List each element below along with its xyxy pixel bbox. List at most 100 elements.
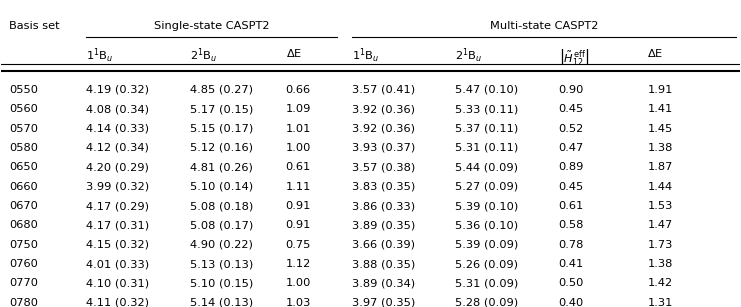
Text: 0.61: 0.61 [559,201,584,211]
Text: 4.12 (0.34): 4.12 (0.34) [86,143,149,153]
Text: 0.40: 0.40 [559,298,584,307]
Text: 0.45: 0.45 [559,104,584,114]
Text: 5.12 (0.16): 5.12 (0.16) [190,143,253,153]
Text: 0.41: 0.41 [559,259,584,269]
Text: 5.39 (0.09): 5.39 (0.09) [456,240,519,250]
Text: 0780: 0780 [9,298,38,307]
Text: 1.01: 1.01 [285,123,311,134]
Text: 5.10 (0.14): 5.10 (0.14) [190,182,253,192]
Text: 5.15 (0.17): 5.15 (0.17) [190,123,253,134]
Text: 4.10 (0.31): 4.10 (0.31) [86,278,150,289]
Text: 1.00: 1.00 [285,278,311,289]
Text: 1.38: 1.38 [648,143,673,153]
Text: 0.47: 0.47 [559,143,584,153]
Text: 4.85 (0.27): 4.85 (0.27) [190,85,253,95]
Text: 4.15 (0.32): 4.15 (0.32) [86,240,149,250]
Text: 5.14 (0.13): 5.14 (0.13) [190,298,253,307]
Text: 0560: 0560 [9,104,38,114]
Text: 3.83 (0.35): 3.83 (0.35) [352,182,415,192]
Text: 0.91: 0.91 [285,220,311,230]
Text: 0.66: 0.66 [285,85,310,95]
Text: 4.17 (0.29): 4.17 (0.29) [86,201,149,211]
Text: 0670: 0670 [9,201,38,211]
Text: 0.91: 0.91 [285,201,311,211]
Text: 5.47 (0.10): 5.47 (0.10) [456,85,519,95]
Text: 4.20 (0.29): 4.20 (0.29) [86,162,149,172]
Text: 0570: 0570 [9,123,38,134]
Text: 4.01 (0.33): 4.01 (0.33) [86,259,150,269]
Text: 5.10 (0.15): 5.10 (0.15) [190,278,253,289]
Text: 5.26 (0.09): 5.26 (0.09) [456,259,519,269]
Text: 1.53: 1.53 [648,201,673,211]
Text: 4.08 (0.34): 4.08 (0.34) [86,104,149,114]
Text: 5.08 (0.18): 5.08 (0.18) [190,201,253,211]
Text: 3.97 (0.35): 3.97 (0.35) [352,298,415,307]
Text: 5.28 (0.09): 5.28 (0.09) [456,298,519,307]
Text: 1.09: 1.09 [285,104,311,114]
Text: 5.33 (0.11): 5.33 (0.11) [456,104,519,114]
Text: 1.03: 1.03 [285,298,311,307]
Text: 1.45: 1.45 [648,123,673,134]
Text: 4.17 (0.31): 4.17 (0.31) [86,220,150,230]
Text: 4.19 (0.32): 4.19 (0.32) [86,85,149,95]
Text: 3.89 (0.34): 3.89 (0.34) [352,278,415,289]
Text: 0660: 0660 [9,182,38,192]
Text: 1.47: 1.47 [648,220,673,230]
Text: Multi-state CASPT2: Multi-state CASPT2 [490,21,598,31]
Text: 3.92 (0.36): 3.92 (0.36) [352,104,415,114]
Text: 5.08 (0.17): 5.08 (0.17) [190,220,253,230]
Text: Single-state CASPT2: Single-state CASPT2 [154,21,270,31]
Text: 0650: 0650 [9,162,38,172]
Text: 0680: 0680 [9,220,38,230]
Text: 5.31 (0.11): 5.31 (0.11) [456,143,519,153]
Text: 0.50: 0.50 [559,278,584,289]
Text: 0.45: 0.45 [559,182,584,192]
Text: 3.66 (0.39): 3.66 (0.39) [352,240,415,250]
Text: 1.31: 1.31 [648,298,673,307]
Text: $\left|\tilde{H}_{12}^{\,\mathrm{eff}}\right|$: $\left|\tilde{H}_{12}^{\,\mathrm{eff}}\r… [559,47,590,67]
Text: 3.88 (0.35): 3.88 (0.35) [352,259,415,269]
Text: Basis set: Basis set [9,21,59,31]
Text: 0770: 0770 [9,278,38,289]
Text: 1.91: 1.91 [648,85,673,95]
Text: 0.58: 0.58 [559,220,584,230]
Text: 1.42: 1.42 [648,278,673,289]
Text: 3.57 (0.41): 3.57 (0.41) [352,85,415,95]
Text: 1.00: 1.00 [285,143,311,153]
Text: 0.78: 0.78 [559,240,584,250]
Text: $\Delta$E: $\Delta$E [285,47,302,59]
Text: 5.31 (0.09): 5.31 (0.09) [456,278,519,289]
Text: 5.13 (0.13): 5.13 (0.13) [190,259,253,269]
Text: 0.61: 0.61 [285,162,311,172]
Text: 5.17 (0.15): 5.17 (0.15) [190,104,253,114]
Text: 3.89 (0.35): 3.89 (0.35) [352,220,415,230]
Text: 1$^1$B$_u$: 1$^1$B$_u$ [352,47,379,65]
Text: 3.86 (0.33): 3.86 (0.33) [352,201,415,211]
Text: 2$^1$B$_u$: 2$^1$B$_u$ [190,47,217,65]
Text: 5.44 (0.09): 5.44 (0.09) [456,162,519,172]
Text: 0580: 0580 [9,143,38,153]
Text: 0760: 0760 [9,259,38,269]
Text: 0750: 0750 [9,240,38,250]
Text: 1.11: 1.11 [285,182,311,192]
Text: 5.36 (0.10): 5.36 (0.10) [456,220,519,230]
Text: 4.11 (0.32): 4.11 (0.32) [86,298,149,307]
Text: 5.39 (0.10): 5.39 (0.10) [456,201,519,211]
Text: 0.52: 0.52 [559,123,584,134]
Text: 1.87: 1.87 [648,162,673,172]
Text: 1.44: 1.44 [648,182,673,192]
Text: 4.14 (0.33): 4.14 (0.33) [86,123,149,134]
Text: 1.73: 1.73 [648,240,673,250]
Text: 2$^1$B$_u$: 2$^1$B$_u$ [456,47,482,65]
Text: 3.57 (0.38): 3.57 (0.38) [352,162,415,172]
Text: 0.90: 0.90 [559,85,584,95]
Text: 0.89: 0.89 [559,162,584,172]
Text: 4.90 (0.22): 4.90 (0.22) [190,240,253,250]
Text: 0.75: 0.75 [285,240,311,250]
Text: $\Delta$E: $\Delta$E [648,47,663,59]
Text: 1$^1$B$_u$: 1$^1$B$_u$ [86,47,113,65]
Text: 3.93 (0.37): 3.93 (0.37) [352,143,415,153]
Text: 4.81 (0.26): 4.81 (0.26) [190,162,253,172]
Text: 5.27 (0.09): 5.27 (0.09) [456,182,519,192]
Text: 1.38: 1.38 [648,259,673,269]
